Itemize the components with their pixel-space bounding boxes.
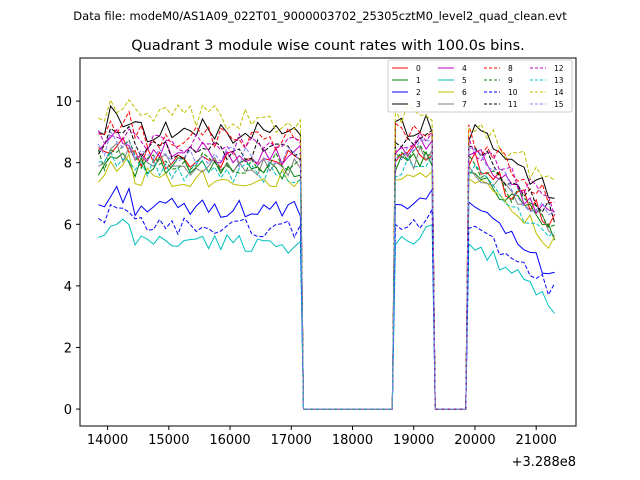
plot-frame [79, 57, 577, 427]
y-tick-label: 4 [64, 280, 72, 295]
legend-label: 11 [508, 100, 518, 109]
legend-label: 15 [554, 100, 564, 109]
series-10-line [98, 203, 556, 410]
y-tick-label: 6 [64, 218, 72, 233]
legend-label: 2 [416, 88, 421, 97]
legend-label: 9 [508, 76, 513, 85]
series-4-line [98, 128, 555, 410]
series-7-line [98, 142, 555, 410]
legend-label: 4 [462, 64, 467, 73]
y-tick-label: 2 [64, 341, 72, 356]
legend-label: 10 [508, 88, 518, 97]
y-tick-label: 10 [55, 95, 72, 110]
x-tick-label: 21000 [516, 433, 557, 448]
x-tick-label: 18000 [332, 433, 373, 448]
axis-ticks: 14000 15000 16000 17000 18000 19000 20000 21000… [55, 95, 556, 448]
legend-label: 13 [554, 76, 564, 85]
series-3-line [98, 104, 555, 410]
x-tick-label: 20000 [454, 433, 495, 448]
suptitle: Data file: modeM0/AS1A09_022T01_90000037… [73, 9, 567, 23]
series-14-line [98, 98, 555, 410]
legend-label: 5 [462, 76, 467, 85]
series-6-line [98, 152, 556, 410]
x-tick-label: 14000 [87, 433, 128, 448]
legend-label: 0 [416, 64, 421, 73]
x-tick-label: 15000 [148, 433, 189, 448]
chart-title: Quadrant 3 module wise count rates with … [131, 38, 525, 54]
x-tick-label: 19000 [393, 433, 434, 448]
plot-lines [97, 98, 556, 410]
series-12-line [97, 128, 556, 410]
x-tick-label: 16000 [209, 433, 250, 448]
x-offset-label: +3.288e8 [512, 455, 576, 470]
series-5-line [98, 218, 555, 410]
series-2-line [98, 185, 555, 410]
legend-label: 1 [416, 76, 421, 85]
legend-label: 14 [554, 88, 564, 97]
legend-box [387, 59, 573, 113]
legend-label: 6 [462, 88, 467, 97]
y-tick-label: 0 [64, 403, 72, 418]
series-1-line [97, 150, 556, 410]
series-9-line [97, 139, 555, 410]
legend-label: 12 [554, 64, 564, 73]
x-tick-label: 17000 [271, 433, 312, 448]
legend-label: 8 [508, 64, 513, 73]
series-11-line [97, 125, 556, 410]
legend-label: 3 [416, 100, 421, 109]
series-13-line [98, 150, 555, 410]
series-0-line [98, 136, 556, 410]
y-tick-label: 8 [64, 157, 72, 172]
legend-label: 7 [462, 100, 467, 109]
series-15-line [97, 130, 555, 410]
